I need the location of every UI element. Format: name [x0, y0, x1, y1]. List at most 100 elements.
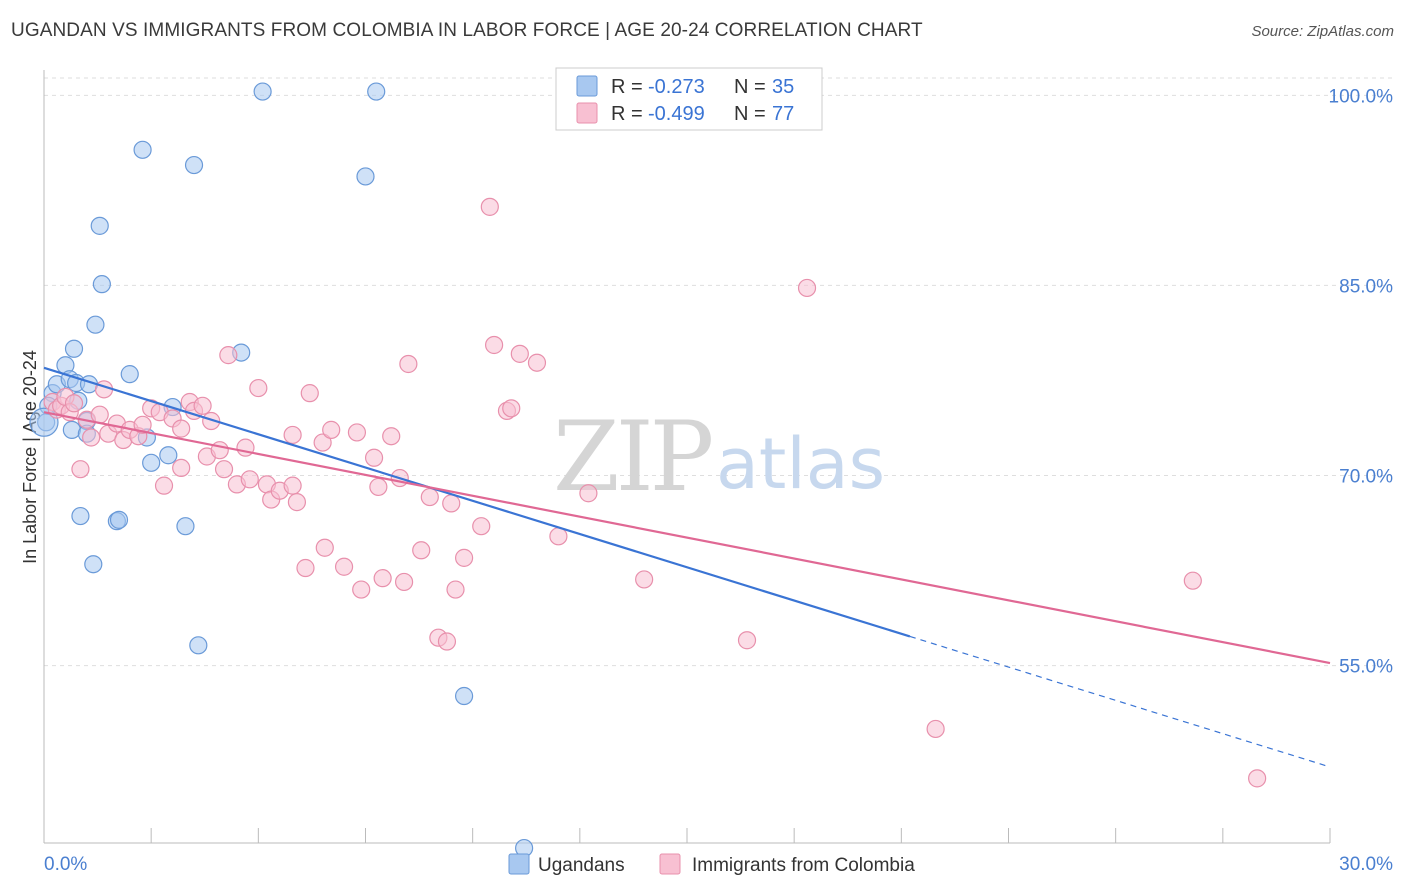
point-colombia: [214, 460, 234, 479]
point-colombia: [472, 517, 491, 536]
point-ugandans: [176, 517, 195, 536]
point-colombia: [510, 344, 529, 363]
point-colombia: [315, 538, 334, 557]
point-colombia: [369, 477, 388, 497]
legend-r-label-ugandans: R =: [611, 76, 643, 98]
x-tick-label-min: 0.0%: [44, 854, 87, 875]
legend-r-value-colombia: -0.499: [648, 103, 705, 125]
point-ugandans: [120, 365, 139, 384]
point-ugandans: [109, 510, 129, 529]
point-colombia: [240, 470, 259, 489]
point-ugandans: [64, 339, 84, 358]
y-axis-label: In Labor Force | Age 20-24: [20, 350, 40, 564]
point-colombia: [322, 420, 341, 439]
point-colombia: [283, 425, 302, 445]
point-ugandans: [184, 155, 204, 175]
trend-line-ugandans-extension: [909, 635, 1331, 768]
legend-r-label-colombia: R =: [611, 103, 643, 125]
point-colombia: [420, 487, 439, 507]
x-tick-labels: 0.0% 30.0%: [44, 854, 1393, 875]
point-colombia: [71, 460, 90, 479]
y-tick-labels: 100.0% 85.0% 70.0% 55.0%: [1329, 86, 1394, 677]
point-colombia: [193, 396, 212, 415]
point-colombia: [133, 415, 152, 434]
point-ugandans: [86, 315, 105, 334]
point-colombia: [283, 476, 302, 495]
point-colombia: [172, 419, 191, 438]
trend-lines: [43, 366, 1331, 768]
point-colombia: [579, 484, 598, 503]
point-colombia: [454, 548, 474, 567]
series-colombia-points: [43, 197, 1267, 788]
point-colombia: [82, 428, 101, 447]
point-ugandans: [367, 82, 386, 101]
point-colombia: [485, 335, 504, 355]
y-tick-label: 55.0%: [1339, 657, 1393, 678]
point-colombia: [296, 558, 315, 578]
x-tick-label-max: 30.0%: [1339, 854, 1393, 875]
point-ugandans: [356, 167, 375, 186]
y-tick-label: 85.0%: [1339, 276, 1393, 297]
bottom-legend-label-colombia: Immigrants from Colombia: [692, 855, 915, 876]
point-colombia: [347, 423, 367, 442]
point-colombia: [352, 580, 371, 599]
point-colombia: [249, 378, 268, 398]
series-ugandans-points: [29, 82, 534, 858]
legend-swatch-ugandans: [576, 75, 598, 97]
point-ugandans: [90, 216, 109, 235]
point-colombia: [737, 631, 757, 650]
legend-n-value-colombia: 77: [772, 103, 794, 125]
trend-line-colombia: [43, 411, 1331, 665]
point-ugandans: [253, 82, 272, 101]
point-colombia: [373, 569, 392, 588]
point-ugandans: [142, 453, 161, 472]
point-colombia: [926, 719, 945, 739]
point-colombia: [300, 384, 319, 403]
point-ugandans: [159, 446, 178, 465]
legend-n-label-colombia: N =: [734, 103, 766, 125]
point-colombia: [1248, 769, 1267, 788]
point-ugandans: [92, 275, 111, 294]
point-colombia: [527, 353, 547, 372]
legend-n-value-ugandans: 35: [772, 76, 794, 98]
point-colombia: [90, 405, 109, 424]
y-tick-label: 100.0%: [1329, 86, 1394, 107]
watermark: ZIP atlas: [553, 401, 885, 513]
chart-title: UGANDAN VS IMMIGRANTS FROM COLOMBIA IN L…: [11, 20, 923, 41]
point-colombia: [382, 427, 401, 446]
watermark-atlas: atlas: [716, 423, 885, 505]
bottom-legend-label-ugandans: Ugandans: [538, 855, 625, 876]
point-colombia: [502, 399, 521, 418]
point-colombia: [446, 580, 465, 599]
point-colombia: [1183, 571, 1202, 590]
point-colombia: [399, 354, 418, 374]
point-colombia: [154, 476, 174, 495]
point-colombia: [202, 411, 221, 431]
point-ugandans: [62, 420, 81, 439]
point-colombia: [635, 570, 654, 589]
point-colombia: [442, 494, 461, 513]
point-colombia: [172, 458, 191, 478]
point-colombia: [364, 448, 384, 467]
bottom-legend-swatch-colombia: [659, 853, 681, 875]
legend-r-value-ugandans: -0.273: [648, 76, 705, 98]
point-ugandans: [133, 140, 152, 159]
y-tick-label: 70.0%: [1339, 467, 1393, 488]
point-colombia: [394, 572, 414, 592]
point-colombia: [412, 541, 431, 560]
axes: [43, 70, 1331, 844]
point-colombia: [334, 557, 354, 576]
point-colombia: [313, 433, 332, 452]
point-colombia: [219, 346, 238, 365]
legend-swatch-colombia: [576, 102, 598, 124]
point-ugandans: [189, 636, 208, 655]
point-ugandans: [71, 506, 90, 526]
trend-line-ugandans: [43, 366, 911, 638]
legend-n-label-ugandans: N =: [734, 76, 766, 98]
correlation-legend: R = -0.273 N = 35 R = -0.499 N = 77: [555, 67, 823, 131]
point-colombia: [797, 278, 817, 298]
watermark-zip: ZIP: [553, 401, 712, 513]
point-colombia: [480, 197, 499, 216]
bottom-legend-swatch-ugandans: [508, 853, 530, 875]
